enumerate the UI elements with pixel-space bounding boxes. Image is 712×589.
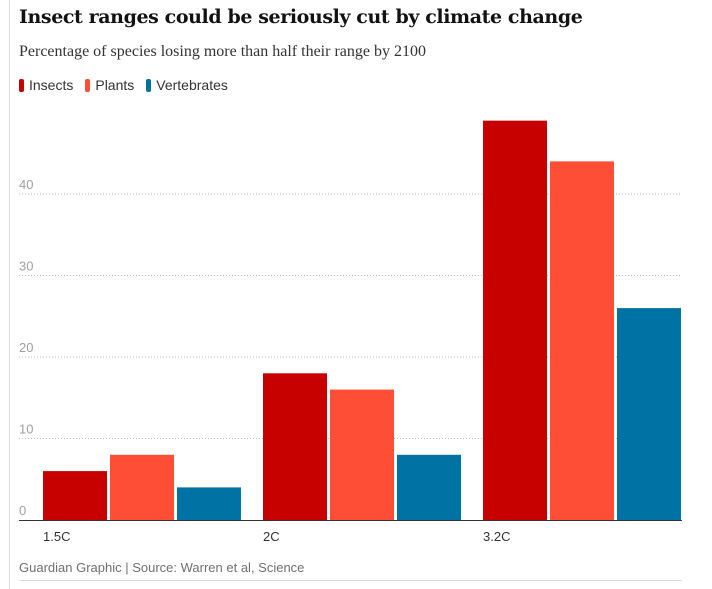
x-tick-label-1-5c: 1.5C — [43, 529, 70, 544]
legend-label-plants: Plants — [95, 77, 135, 93]
bar-plants-3-2c — [550, 161, 614, 520]
legend-label-insects: Insects — [29, 77, 74, 93]
bar-vertebrates-2c — [397, 454, 461, 520]
chart-subtitle: Percentage of species losing more than h… — [19, 43, 426, 60]
footer-rule — [19, 580, 682, 581]
bar-vertebrates-1-5c — [177, 487, 241, 520]
source-note: Guardian Graphic | Source: Warren et al,… — [19, 560, 305, 575]
y-tick-label-40: 40 — [19, 177, 33, 192]
bar-vertebrates-3-2c — [617, 308, 681, 520]
legend-swatch-insects — [19, 78, 24, 92]
x-tick-label-3-2c: 3.2C — [483, 529, 510, 544]
legend-item-vertebrates: Vertebrates — [146, 77, 228, 93]
legend-item-plants: Plants — [85, 77, 134, 93]
y-tick-label-20: 20 — [19, 340, 33, 355]
chart-title: Insect ranges could be seriously cut by … — [19, 6, 583, 28]
y-tick-label-10: 10 — [19, 422, 33, 437]
bars — [43, 120, 681, 521]
legend-label-vertebrates: Vertebrates — [156, 77, 228, 93]
bar-insects-1-5c — [43, 471, 107, 520]
legend-item-insects: Insects — [19, 77, 73, 93]
legend-swatch-vertebrates — [146, 78, 152, 92]
bar-plants-1-5c — [110, 454, 174, 520]
tick-labels: 0 10 20 30 40 1.5C 2C 3.2C — [19, 177, 510, 544]
y-tick-label-30: 30 — [19, 259, 33, 274]
legend-swatch-plants — [85, 78, 91, 92]
left-border-rule — [9, 0, 10, 589]
x-tick-label-2c: 2C — [263, 529, 280, 544]
bar-insects-3-2c — [483, 120, 547, 521]
chart-legend: Insects Plants Vertebrates — [19, 77, 228, 93]
bar-plants-2c — [330, 389, 394, 520]
y-tick-label-0: 0 — [19, 503, 26, 518]
bar-insects-2c — [263, 373, 327, 520]
